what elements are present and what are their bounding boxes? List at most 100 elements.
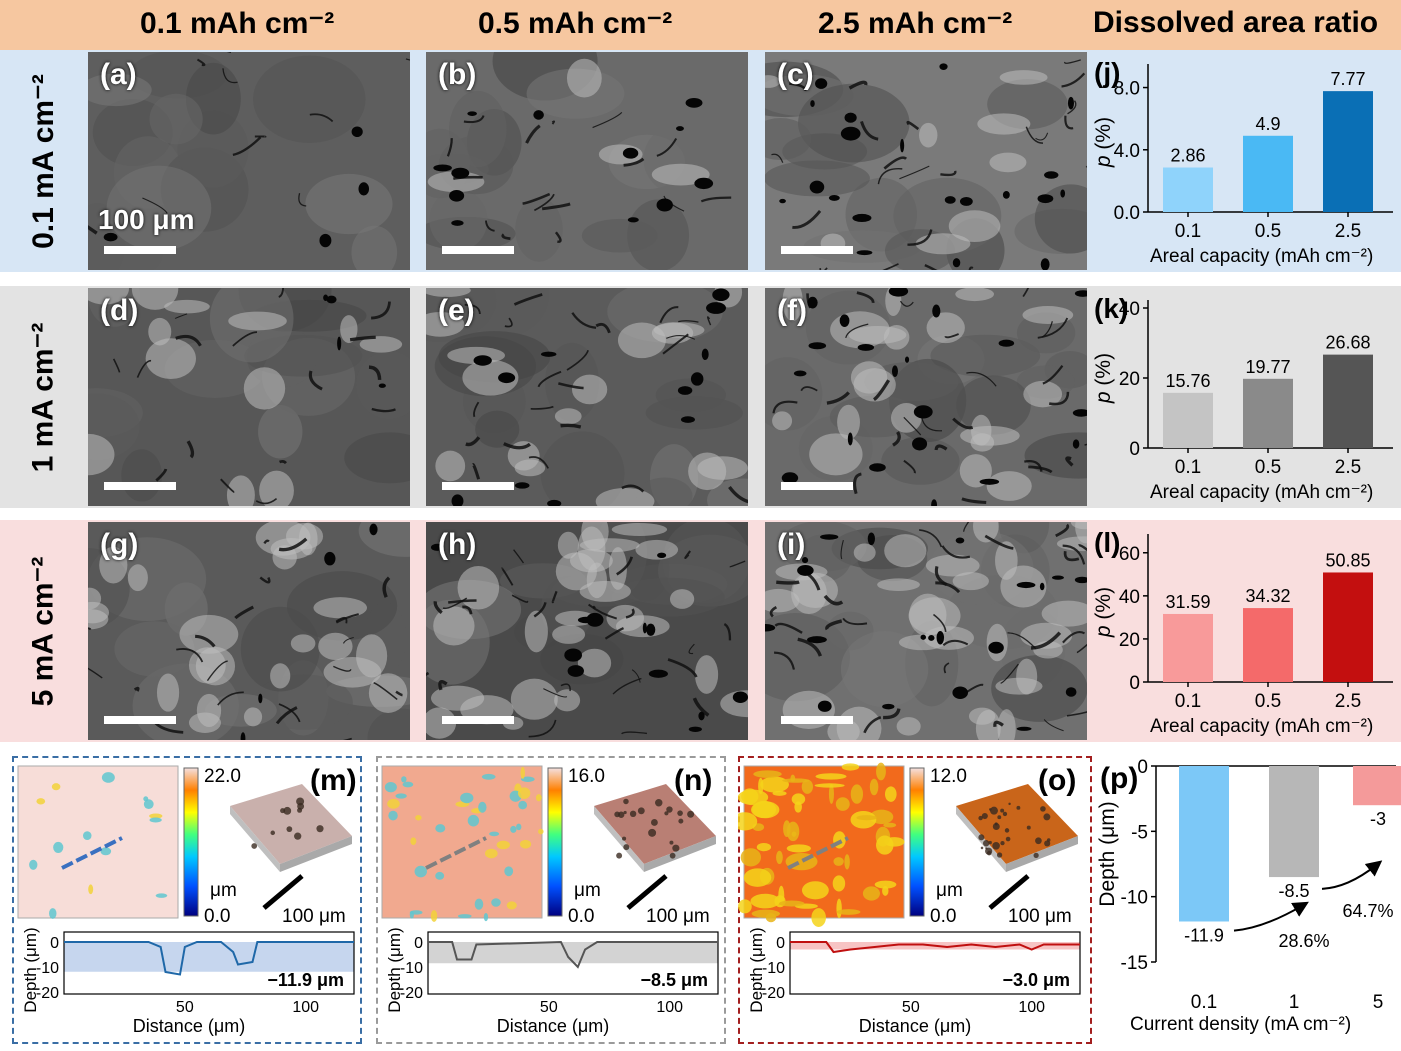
bar-chart-k: (k) 0 20 40 p (%) 15.76 0.1 19.77 0.5 26.68 2.5 Are…: [1092, 293, 1393, 503]
colorbar: [183, 767, 199, 917]
colorbar: [547, 767, 563, 917]
profile-x-tick: 100: [656, 999, 683, 1016]
profile-x-label: Distance (μm): [859, 1016, 971, 1036]
x-axis-label: Areal capacity (mAh cm⁻²): [1150, 482, 1373, 503]
surface-3d-side: [594, 806, 644, 872]
sem-texture: [426, 52, 748, 270]
profile-x-label: Distance (μm): [133, 1016, 245, 1036]
y-tick-label: 8.0: [1114, 79, 1140, 100]
y-tick-label: -10: [1121, 888, 1148, 909]
scale-bar: [442, 246, 514, 254]
row-label-1: 0.1 mA cm⁻²: [26, 73, 60, 249]
scale-bar: [104, 482, 176, 490]
panel-label: (n): [674, 764, 712, 797]
panel-label: (g): [100, 528, 139, 561]
y-axis-label: p (%): [1092, 353, 1115, 404]
y-axis-label: Depth (μm): [1096, 801, 1119, 906]
profile-x-tick: 100: [1018, 999, 1045, 1016]
y-axis-label: p (%): [1092, 587, 1115, 638]
sem-texture: [765, 522, 1087, 740]
bar-value-label: 31.59: [1165, 592, 1210, 612]
y-tick-label: 60: [1119, 544, 1140, 565]
colorbar-max: 22.0: [204, 766, 241, 787]
colorbar-unit: μm: [936, 880, 963, 901]
sem-image-d: (d): [88, 288, 410, 506]
improvement-label-2: 64.7%: [1342, 901, 1393, 921]
bar-2.5: [1323, 572, 1373, 682]
x-tick-label: 0.5: [1255, 457, 1281, 478]
x-tick-label: 0.5: [1255, 691, 1281, 712]
profile-y-label: Depth (μm): [21, 927, 40, 1012]
panel-label: (o): [1038, 764, 1076, 797]
sem-image-b: (b): [426, 52, 748, 270]
profile-y-tick: 0: [414, 935, 423, 952]
y-tick-label: 20: [1119, 369, 1140, 390]
bar-value-label: -8.5: [1278, 881, 1309, 901]
bar-0.1: [1179, 766, 1229, 922]
profile-panel-o: 12.0 0.0 μm 100 μm (o) 0 -10 -20 50 100 −3.0 μm Dep…: [738, 762, 1081, 1036]
improvement-arrow-1: [1233, 901, 1309, 932]
profile-axes-box: [63, 931, 355, 995]
scale-bar-3d-label: 100 μm: [1008, 906, 1072, 927]
colorbar-unit: μm: [574, 880, 601, 901]
panel-label: (l): [1094, 527, 1120, 558]
profile-y-tick: 0: [776, 935, 785, 952]
panel-label: (e): [438, 294, 475, 327]
panel-o-box: [738, 756, 1092, 1044]
panel-label: (m): [310, 764, 357, 797]
bar-value-label: 7.77: [1330, 69, 1365, 89]
panel-label: (d): [100, 294, 139, 327]
bar-value-label: 4.9: [1255, 114, 1280, 134]
scale-bar: [781, 482, 853, 490]
scale-bar-3d-label: 100 μm: [646, 906, 710, 927]
colorbar-min: 0.0: [930, 906, 956, 927]
bar-5: [1353, 766, 1401, 806]
profile-x-label: Distance (μm): [497, 1016, 609, 1036]
profile-y-tick: -20: [762, 985, 785, 1002]
sem-image-f: (f): [765, 288, 1087, 506]
max-depth-label: −3.0 μm: [1002, 970, 1070, 990]
scale-bar-3d: [988, 874, 1030, 910]
profile-y-tick: -20: [400, 985, 423, 1002]
bar-0.1: [1163, 167, 1213, 212]
profile-y-label: Depth (μm): [747, 927, 766, 1012]
y-tick-label: 40: [1119, 299, 1140, 320]
surface-3d-top: [230, 784, 352, 864]
panel-label: (b): [438, 58, 477, 91]
bar-value-label: -11.9: [1184, 925, 1224, 945]
x-tick-label: 0.1: [1191, 992, 1217, 1013]
depth-profile-line: [790, 941, 1080, 954]
improvement-arrow-2: [1321, 860, 1383, 890]
bar-0.5: [1243, 378, 1293, 448]
sem-image-e: (e): [426, 288, 748, 506]
y-tick-label: 0: [1129, 673, 1140, 694]
colorbar-max: 12.0: [930, 766, 967, 787]
sem-texture: [88, 522, 410, 740]
surface-3d-front: [1006, 836, 1078, 872]
scale-bar-3d-label: 100 μm: [282, 906, 346, 927]
x-tick-label: 1: [1289, 992, 1300, 1013]
y-axis-label: p (%): [1092, 117, 1115, 168]
profile-line: [425, 836, 487, 870]
depth-shade: [64, 942, 354, 972]
bar-0.5: [1243, 608, 1293, 682]
sem-texture: [765, 288, 1087, 506]
profile-y-tick: -10: [36, 960, 59, 977]
scale-bar: [104, 246, 176, 254]
improvement-label-1: 28.6%: [1278, 931, 1329, 951]
row-label-2: 1 mA cm⁻²: [26, 322, 60, 472]
surface-3d-side: [230, 806, 280, 872]
sem-image-g: (g): [88, 522, 410, 740]
row-label-3: 5 mA cm⁻²: [26, 556, 60, 706]
profile-panel-n: 16.0 0.0 μm 100 μm (n) 0 -10 -20 50 100 −8.5 μm Dep…: [381, 764, 719, 1036]
panel-label: (f): [777, 294, 807, 327]
scale-bar: [442, 482, 514, 490]
bar-value-label: 26.68: [1325, 333, 1370, 353]
y-tick-label: -15: [1121, 953, 1148, 974]
bar-chart-p: (p) 0 -5 -10 -15 Depth (μm) -11.9 0.1 -8.5 1 -3 5 28…: [1096, 757, 1401, 1035]
x-tick-label: 2.5: [1335, 221, 1361, 242]
panel-label: (c): [777, 58, 814, 91]
colorbar: [909, 767, 925, 917]
column-title-4: Dissolved area ratio: [1093, 6, 1379, 39]
y-tick-label: 4.0: [1114, 141, 1140, 162]
